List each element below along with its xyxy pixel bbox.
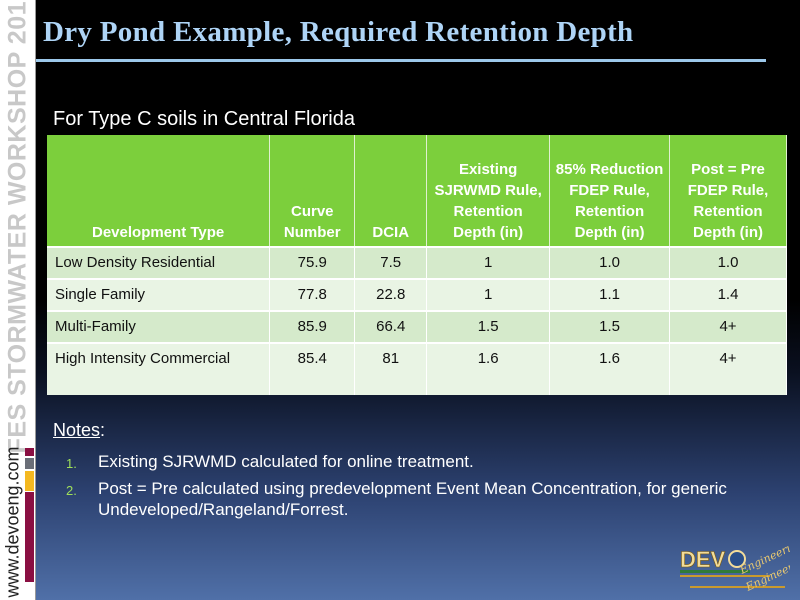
table-cell: 81 <box>354 342 428 395</box>
table-cell: Low Density Residential <box>47 246 271 279</box>
color-bar <box>25 471 34 491</box>
table-row: Single Family 77.8 22.8 1 1.1 1.4 <box>47 278 787 311</box>
table-cell: 1.5 <box>549 310 671 343</box>
table-cell: Single Family <box>47 278 271 311</box>
table-cell: High Intensity Commercial <box>47 342 271 395</box>
retention-table: Development Type Curve Number DCIA Exist… <box>47 135 787 395</box>
column-header: Development Type <box>47 135 271 247</box>
table-cell: 1.5 <box>426 310 551 343</box>
title-divider <box>36 59 766 62</box>
table-cell: 4+ <box>669 310 787 343</box>
notes-heading: Notes: <box>53 420 105 441</box>
notes-colon: : <box>100 420 106 440</box>
column-header: Existing SJRWMD Rule, Retention Depth (i… <box>426 135 551 247</box>
list-item: 1. Existing SJRWMD calculated for online … <box>66 451 766 474</box>
table-cell: 1.0 <box>549 246 671 279</box>
workshop-label: FES STORMWATER WORKSHOP 2010 <box>3 0 32 454</box>
table-cell: 85.9 <box>269 310 356 343</box>
svg-text:DEV: DEV <box>680 547 726 572</box>
notes-label: Notes <box>53 420 101 440</box>
table-row: Low Density Residential 75.9 7.5 1 1.0 1.0 <box>47 246 787 279</box>
sidebar: FES STORMWATER WORKSHOP 2010 www.devoeng… <box>0 0 36 600</box>
table-cell: 1 <box>426 278 551 311</box>
color-bar <box>25 448 34 456</box>
item-text: Post = Pre calculated using predevelopme… <box>98 479 727 519</box>
table-cell: 1.1 <box>549 278 671 311</box>
table-cell: 1.0 <box>669 246 787 279</box>
table-row: High Intensity Commercial 85.4 81 1.6 1.6 4+ <box>47 342 787 395</box>
notes-list: 1. Existing SJRWMD calculated for online … <box>66 451 766 524</box>
slide-title: Dry Pond Example, Required Retention Dep… <box>43 16 634 48</box>
table-cell: 85.4 <box>269 342 356 395</box>
column-header: Curve Number <box>269 135 356 247</box>
table-row: Multi-Family 85.9 66.4 1.5 1.5 4+ <box>47 310 787 343</box>
item-number: 1. <box>66 456 77 471</box>
column-header: DCIA <box>354 135 428 247</box>
color-bar <box>25 458 34 469</box>
table-cell: 1.6 <box>549 342 671 395</box>
table-cell: 4+ <box>669 342 787 395</box>
color-bar <box>25 492 34 582</box>
table-cell: 75.9 <box>269 246 356 279</box>
column-header: 85% Reduction FDEP Rule, Retention Depth… <box>549 135 671 247</box>
table-caption: For Type C soils in Central Florida <box>53 108 355 130</box>
list-item: 2. Post = Pre calculated using predevelop… <box>66 478 766 520</box>
table-cell: 7.5 <box>354 246 428 279</box>
table-cell: 1.6 <box>426 342 551 395</box>
table-cell: 66.4 <box>354 310 428 343</box>
table-cell: 77.8 <box>269 278 356 311</box>
table-cell: 1.4 <box>669 278 787 311</box>
table-cell: 22.8 <box>354 278 428 311</box>
table-cell: 1 <box>426 246 551 279</box>
table-cell: Multi-Family <box>47 310 271 343</box>
devo-engineering-logo: DEV Engineering Engineering <box>680 546 790 594</box>
column-header: Post = Pre FDEP Rule, Retention Depth (i… <box>669 135 787 247</box>
item-number: 2. <box>66 483 77 498</box>
item-text: Existing SJRWMD calculated for online tr… <box>98 452 474 471</box>
website-url: www.devoeng.com <box>2 446 23 598</box>
